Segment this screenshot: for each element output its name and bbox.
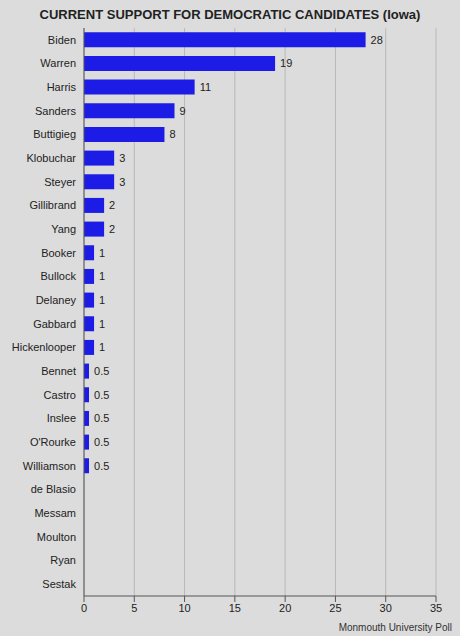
svg-text:28: 28 bbox=[371, 34, 383, 46]
svg-text:9: 9 bbox=[180, 105, 186, 117]
svg-text:Klobuchar: Klobuchar bbox=[26, 152, 76, 164]
html-text:Monmouth University Poll: Monmouth University Poll bbox=[338, 622, 452, 633]
svg-text:Messam: Messam bbox=[34, 507, 76, 519]
svg-text:Delaney: Delaney bbox=[36, 294, 77, 306]
svg-text:19: 19 bbox=[280, 57, 292, 69]
svg-text:Sanders: Sanders bbox=[35, 105, 76, 117]
svg-text:O'Rourke: O'Rourke bbox=[30, 436, 76, 448]
svg-text:25: 25 bbox=[329, 602, 341, 614]
svg-text:1: 1 bbox=[99, 294, 105, 306]
svg-text:0.5: 0.5 bbox=[94, 365, 109, 377]
svg-text:de Blasio: de Blasio bbox=[31, 483, 76, 495]
svg-text:Yang: Yang bbox=[51, 223, 76, 235]
svg-text:0.5: 0.5 bbox=[94, 460, 109, 472]
svg-text:10: 10 bbox=[178, 602, 190, 614]
svg-text:0.5: 0.5 bbox=[94, 389, 109, 401]
svg-text:Ryan: Ryan bbox=[50, 554, 76, 566]
svg-text:0.5: 0.5 bbox=[94, 436, 109, 448]
svg-text:1: 1 bbox=[99, 247, 105, 259]
svg-text:2: 2 bbox=[109, 223, 115, 235]
svg-text:Sestak: Sestak bbox=[42, 578, 76, 590]
svg-text:Steyer: Steyer bbox=[44, 176, 76, 188]
svg-text:1: 1 bbox=[99, 341, 105, 353]
svg-text:8: 8 bbox=[169, 128, 175, 140]
svg-text:20: 20 bbox=[279, 602, 291, 614]
svg-text:Bennet: Bennet bbox=[41, 365, 76, 377]
svg-text:Warren: Warren bbox=[40, 57, 76, 69]
svg-text:Bullock: Bullock bbox=[41, 270, 77, 282]
svg-text:Hickenlooper: Hickenlooper bbox=[12, 341, 77, 353]
svg-text:35: 35 bbox=[430, 602, 442, 614]
html-text:CURRENT SUPPORT FOR DEMOCRATIC: CURRENT SUPPORT FOR DEMOCRATIC CANDIDATE… bbox=[39, 7, 421, 22]
svg-text:Booker: Booker bbox=[41, 247, 76, 259]
svg-text:Williamson: Williamson bbox=[23, 460, 76, 472]
svg-text:30: 30 bbox=[380, 602, 392, 614]
svg-text:1: 1 bbox=[99, 318, 105, 330]
svg-text:0.5: 0.5 bbox=[94, 412, 109, 424]
svg-text:2: 2 bbox=[109, 199, 115, 211]
svg-text:5: 5 bbox=[131, 602, 137, 614]
svg-text:11: 11 bbox=[200, 81, 211, 93]
svg-text:Moulton: Moulton bbox=[37, 531, 76, 543]
svg-text:Gabbard: Gabbard bbox=[33, 318, 76, 330]
svg-text:Castro: Castro bbox=[44, 389, 76, 401]
svg-text:3: 3 bbox=[119, 152, 125, 164]
svg-text:1: 1 bbox=[99, 270, 105, 282]
svg-text:Gillibrand: Gillibrand bbox=[30, 199, 76, 211]
svg-text:Inslee: Inslee bbox=[47, 412, 76, 424]
svg-text:Buttigieg: Buttigieg bbox=[33, 128, 76, 140]
svg-text:3: 3 bbox=[119, 176, 125, 188]
svg-text:15: 15 bbox=[229, 602, 241, 614]
svg-text:Biden: Biden bbox=[48, 34, 76, 46]
svg-text:Harris: Harris bbox=[47, 81, 77, 93]
svg-text:0: 0 bbox=[81, 602, 87, 614]
